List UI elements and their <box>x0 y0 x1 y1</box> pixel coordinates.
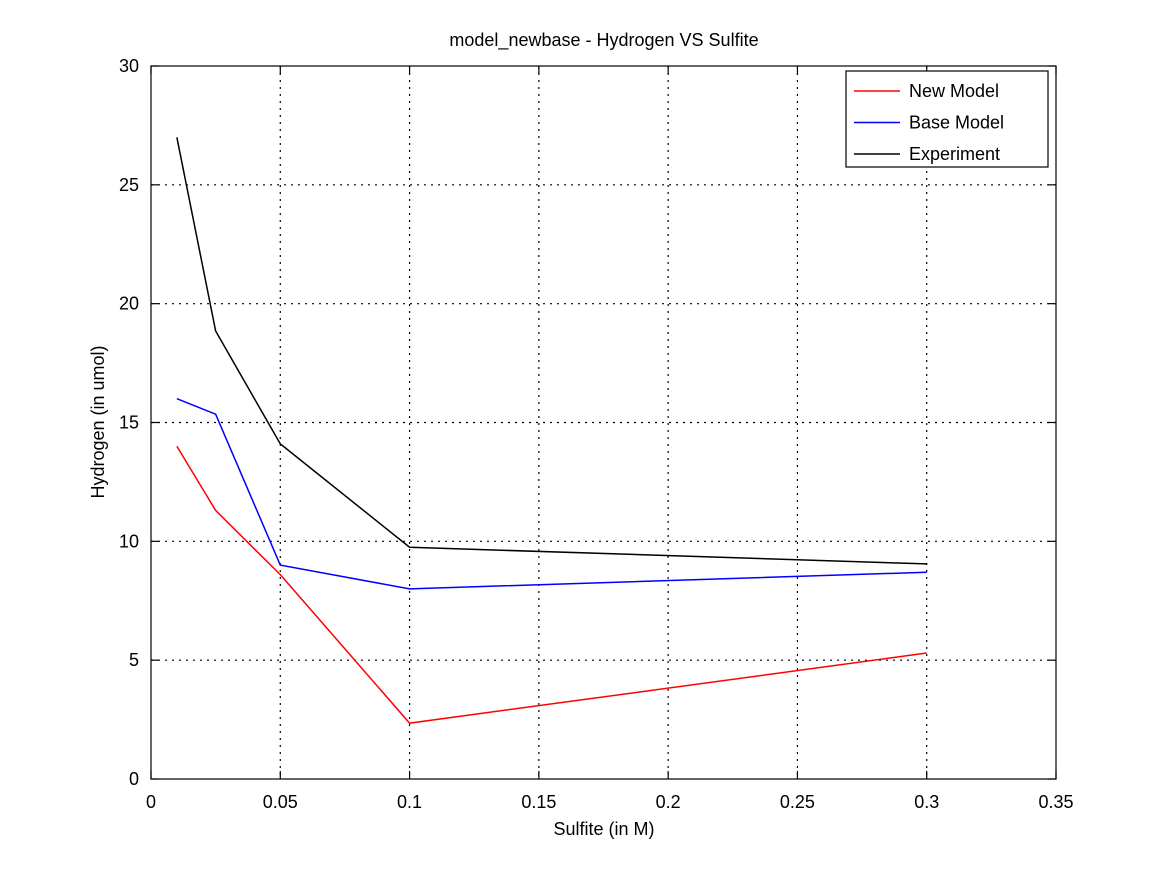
series-line-base-model <box>176 398 927 590</box>
series-line-new-model <box>176 445 927 724</box>
plot-frame <box>150 65 1057 780</box>
x-tick-label: 0.15 <box>521 792 556 812</box>
x-axis-label: Sulfite (in M) <box>553 819 654 839</box>
y-tick-label: 20 <box>119 294 139 314</box>
legend-label-base-model: Base Model <box>909 113 1004 133</box>
plot-series <box>176 137 927 724</box>
axis-ticks: 0 0.05 0.1 0.15 0.2 0.25 0.3 0.35 0 5 10 15 20 25 30 <box>119 56 1074 812</box>
x-tick-label: 0.35 <box>1038 792 1073 812</box>
x-tick-label: 0.25 <box>780 792 815 812</box>
y-tick-label: 30 <box>119 56 139 76</box>
legend: New Model Base Model Experiment <box>845 70 1049 168</box>
x-tick-label: 0 <box>146 792 156 812</box>
chart-title: model_newbase - Hydrogen VS Sulfite <box>449 30 758 51</box>
x-tick-label: 0.2 <box>656 792 681 812</box>
x-tick-label: 0.3 <box>914 792 939 812</box>
y-tick-label: 10 <box>119 531 139 551</box>
legend-box <box>845 70 1049 168</box>
series-line-experiment <box>176 137 927 565</box>
legend-label-new-model: New Model <box>909 81 999 101</box>
y-tick-label: 0 <box>129 769 139 789</box>
legend-label-experiment: Experiment <box>909 144 1000 164</box>
grid <box>151 66 1056 779</box>
y-axis-label: Hydrogen (in umol) <box>88 345 108 498</box>
y-tick-label: 25 <box>119 175 139 195</box>
x-tick-label: 0.1 <box>397 792 422 812</box>
y-tick-label: 15 <box>119 413 139 433</box>
y-tick-label: 5 <box>129 650 139 670</box>
x-tick-label: 0.05 <box>263 792 298 812</box>
